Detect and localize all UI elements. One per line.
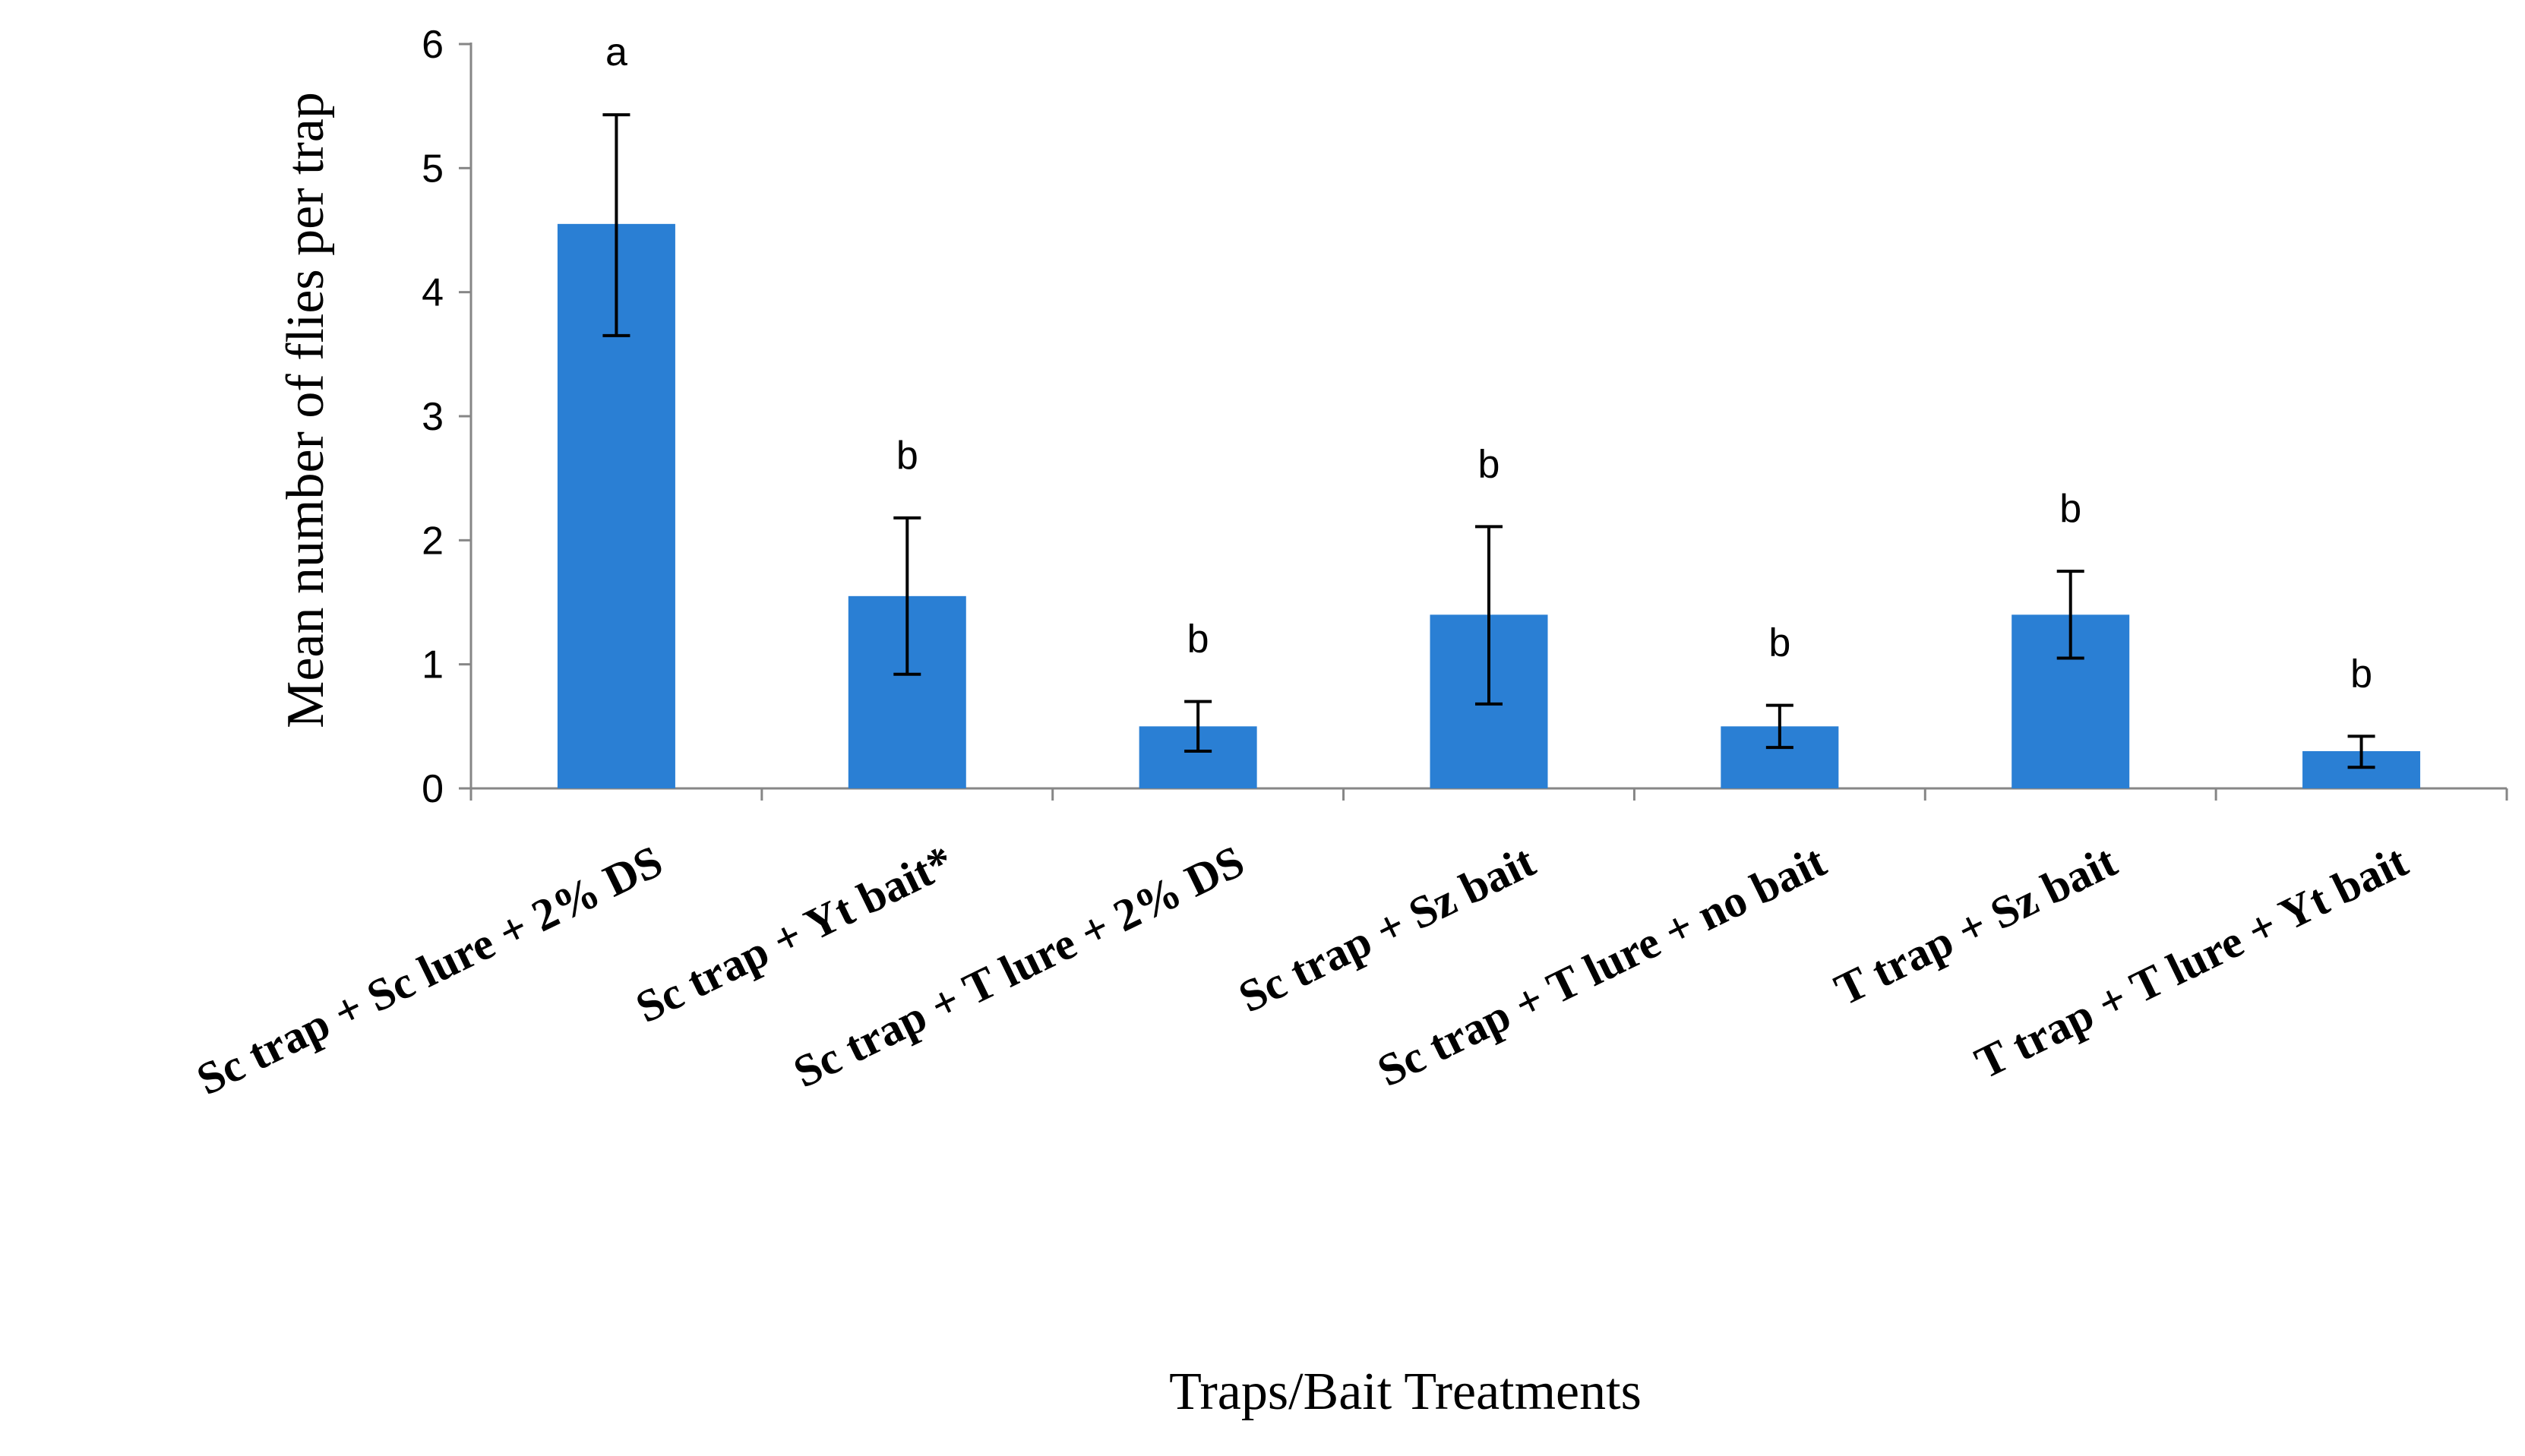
y-tick-label: 5 bbox=[422, 147, 444, 191]
y-axis: 0 1 2 3 4 5 6 bbox=[422, 23, 472, 811]
significance-letter: a bbox=[605, 30, 627, 74]
significance-letter: b bbox=[2059, 487, 2081, 531]
significance-letter: b bbox=[2350, 652, 2372, 696]
y-tick-label: 1 bbox=[422, 643, 444, 687]
y-tick-label: 6 bbox=[422, 23, 444, 67]
category-label: Sc trap + Sc lure + 2% DS bbox=[189, 835, 670, 1104]
x-axis-title: Traps/Bait Treatments bbox=[1169, 1363, 1642, 1421]
category-label: Sc trap + T lure + 2% DS bbox=[786, 835, 1252, 1097]
y-tick-label: 4 bbox=[422, 271, 444, 315]
significance-letter: b bbox=[896, 434, 918, 478]
significance-letter: b bbox=[1768, 621, 1790, 665]
significance-letters: a b b b b b b bbox=[605, 30, 2372, 696]
significance-letter: b bbox=[1478, 442, 1500, 486]
x-axis bbox=[469, 787, 2508, 801]
significance-letter: b bbox=[1187, 617, 1209, 662]
y-tick-label: 2 bbox=[422, 519, 444, 563]
error-bars bbox=[602, 113, 2375, 769]
y-axis-title: Mean number of flies per trap bbox=[277, 92, 335, 728]
y-tick-label: 3 bbox=[422, 395, 444, 439]
y-tick-label: 0 bbox=[422, 767, 444, 811]
